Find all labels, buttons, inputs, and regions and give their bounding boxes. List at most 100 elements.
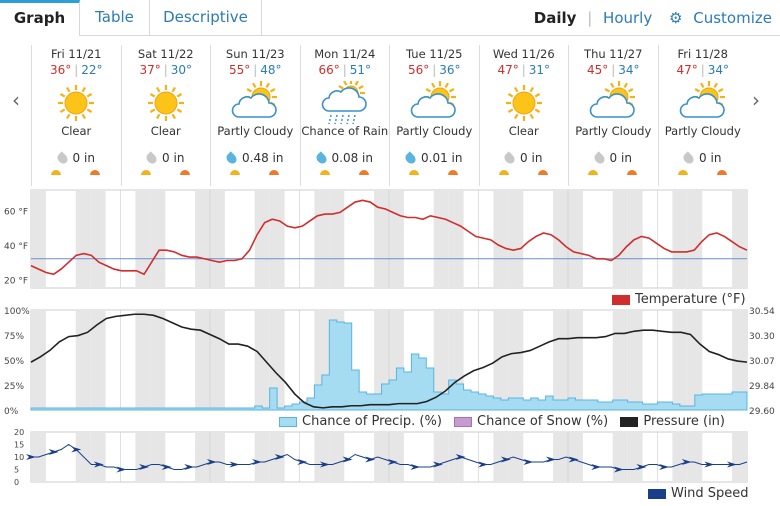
wind-swatch	[648, 488, 666, 499]
pressure-legend-label: Pressure (in)	[643, 414, 725, 429]
precip-value: 0 in	[162, 151, 185, 165]
wind-chart-night-band	[329, 432, 345, 482]
prev-arrow-icon[interactable]: ‹	[12, 88, 20, 112]
precip-legend: Chance of Precip. (%) Chance of Snow (%)…	[279, 414, 725, 429]
mode-separator: |	[587, 9, 593, 27]
temp-separator: |	[611, 63, 616, 77]
customize-button[interactable]: ⚙ Customize	[663, 9, 772, 27]
temperature-chart-night-band	[31, 190, 46, 288]
sunrise-icon	[230, 170, 240, 175]
sunset-icon	[90, 170, 100, 175]
sunset-icon	[448, 170, 458, 175]
daily-toggle[interactable]: Daily	[533, 9, 577, 27]
day-card[interactable]: Sun 11/23 55° | 48° Partly Cloudy 0.48 in	[210, 45, 300, 186]
wind-legend-label: Wind Speed	[671, 486, 749, 501]
precip-chart-night-band	[31, 310, 46, 410]
sunset-icon	[269, 170, 279, 175]
precip-chart-night-band	[627, 310, 643, 410]
precip-chart-night-band	[732, 310, 747, 410]
precip-chart-night-band	[150, 310, 166, 410]
daily-forecast-strip: Fri 11/21 36° | 22° Clear 0 in Sat 11/22 3…	[31, 45, 747, 186]
precip-value: 0.48 in	[242, 151, 284, 165]
sunrise-icon	[677, 170, 688, 175]
precip-tick-label: 100%	[4, 307, 30, 317]
pressure-tick-label: 30.30	[749, 332, 775, 342]
temp-separator: |	[700, 63, 705, 77]
partly-cloudy-icon	[390, 81, 479, 125]
low-temp: 51°	[349, 63, 372, 77]
precip-swatch	[279, 416, 297, 427]
precip-amount: 0.01 in	[390, 151, 479, 166]
wind-line	[31, 443, 748, 470]
wind-direction-arrow	[274, 454, 285, 460]
temperature-chart-night-band	[254, 190, 270, 288]
tab-descriptive[interactable]: Descriptive	[150, 0, 262, 36]
precip-amount: 0 in	[569, 151, 658, 166]
tab-graph[interactable]: Graph	[0, 0, 80, 36]
day-name: Sun 11/23	[225, 47, 285, 61]
precip-amount: 0.08 in	[301, 151, 390, 166]
high-temp: 56°	[407, 63, 430, 77]
condition-text: Clear	[508, 124, 539, 138]
day-name: Thu 11/27	[584, 47, 643, 61]
day-temps: 66° | 51°	[301, 63, 390, 81]
temperature-chart-night-band	[553, 190, 568, 288]
day-card[interactable]: Thu 11/27 45° | 34° Partly Cloudy 0 in	[568, 45, 658, 186]
temp-separator: |	[342, 63, 347, 77]
partly-cloudy-icon	[569, 81, 658, 125]
pressure-tick-label: 30.07	[749, 357, 775, 367]
wind-direction-arrow	[613, 466, 624, 473]
wind-direction-arrow	[184, 464, 195, 470]
wind-chart-night-band	[195, 432, 210, 482]
precip-tick-label: 75%	[4, 332, 24, 342]
precip-value: 0.08 in	[331, 151, 373, 165]
wind-direction-arrow	[410, 464, 421, 470]
day-temps: 37° | 30°	[122, 63, 211, 81]
wind-tick-label: 0	[14, 478, 19, 487]
low-temp: 34°	[618, 63, 640, 77]
customize-label: Customize	[693, 9, 772, 27]
high-temp: 66°	[318, 63, 340, 77]
pressure-tick-label: 30.54	[749, 307, 775, 317]
day-card[interactable]: Sat 11/22 37° | 30° Clear 0 in	[120, 45, 211, 186]
day-card[interactable]: Mon 11/24 66° | 51° Chance of Rain 0.08 in	[299, 45, 390, 186]
wind-chart-night-band	[389, 432, 404, 482]
next-arrow-icon[interactable]: ›	[752, 88, 760, 112]
low-temp: 22°	[81, 63, 103, 77]
sunset-icon	[627, 170, 637, 175]
sun-times	[122, 165, 211, 175]
wind-chart-night-band	[433, 432, 449, 482]
precip-chart-night-band	[553, 310, 568, 410]
precip-chart-night-band	[612, 310, 628, 410]
wind-direction-arrow	[206, 459, 217, 465]
precip-chart-night-band	[195, 310, 210, 410]
sunrise-icon	[140, 170, 151, 175]
day-name: Fri 11/28	[677, 47, 729, 61]
wind-direction-arrow	[455, 454, 466, 460]
sun-times	[480, 165, 569, 175]
tab-table[interactable]: Table	[80, 0, 150, 36]
wind-direction-arrow	[568, 456, 579, 463]
temperature-chart-night-band	[389, 190, 404, 288]
wind-direction-arrow	[726, 461, 737, 468]
day-card[interactable]: Fri 11/21 36° | 22° Clear 0 in	[31, 45, 121, 186]
wind-direction-arrow	[365, 456, 376, 463]
temperature-chart-night-band	[150, 190, 166, 288]
day-card[interactable]: Fri 11/28 47° | 34° Partly Cloudy 0 in	[657, 45, 748, 186]
day-card[interactable]: Tue 11/25 56° | 36° Partly Cloudy 0.01 in	[389, 45, 479, 186]
hourly-toggle[interactable]: Hourly	[603, 9, 653, 27]
pressure-line	[30, 313, 748, 409]
wind-chart-night-band	[254, 432, 270, 482]
precip-tick-label: 50%	[4, 357, 24, 367]
snow-swatch	[454, 416, 473, 427]
gear-icon: ⚙	[669, 9, 683, 27]
wind-direction-arrow	[636, 464, 647, 470]
sunset-icon	[179, 170, 190, 175]
precip-chart-night-band	[75, 310, 91, 410]
wind-chart-night-band	[732, 432, 747, 482]
rain-icon	[301, 79, 390, 125]
low-temp: 34°	[707, 63, 730, 77]
high-temp: 47°	[497, 63, 519, 77]
day-card[interactable]: Wed 11/26 47° | 31° Clear 0 in	[478, 45, 569, 186]
